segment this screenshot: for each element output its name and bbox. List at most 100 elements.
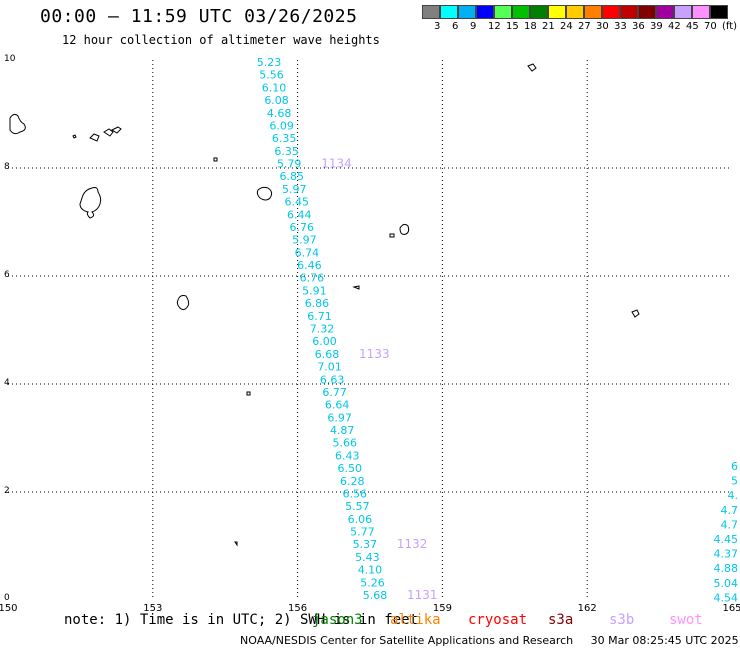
legend-label: 9	[470, 21, 477, 32]
island-outline	[72, 134, 77, 139]
legend-swatch	[566, 5, 584, 19]
legend-swatch	[674, 5, 692, 19]
swh-value: 4.7	[721, 518, 739, 531]
legend-swatch	[602, 5, 620, 19]
legend-swatch	[476, 5, 494, 19]
swh-value: 6.68	[315, 348, 340, 361]
swh-value: 5.23	[257, 56, 282, 69]
swh-value: 6.85	[279, 170, 304, 183]
pass-number: 1134	[321, 157, 352, 171]
satellite-jason3: jason3	[312, 612, 363, 628]
swh-value: 7.32	[310, 323, 335, 336]
island-outlines	[9, 63, 640, 547]
swh-value: 6.50	[338, 462, 363, 475]
map-title: 00:00 – 11:59 UTC 03/26/2025	[40, 6, 358, 27]
swh-value: 6.77	[322, 386, 347, 399]
legend-swatch	[710, 5, 728, 19]
swh-value: 6.64	[325, 399, 350, 412]
legend-swatch	[584, 5, 602, 19]
legend-label: 42	[668, 21, 681, 32]
legend-swatch	[656, 5, 674, 19]
legend-label: 24	[560, 21, 573, 32]
credit-line: NOAA/NESDIS Center for Satellite Applica…	[240, 634, 739, 647]
swh-value: 6.35	[274, 145, 299, 158]
y-tick-label: 2	[4, 486, 10, 496]
swh-value: 6.97	[327, 411, 352, 424]
satellite-cryosat: cryosat	[468, 612, 528, 628]
y-tick-label: 8	[4, 162, 10, 172]
credit-text: NOAA/NESDIS Center for Satellite Applica…	[240, 634, 574, 647]
island-outline	[9, 113, 26, 135]
y-tick-label: 10	[4, 54, 16, 64]
x-tick-label: 162	[578, 603, 597, 614]
satellite-s3b: s3b	[609, 612, 635, 628]
swh-value: 6.35	[272, 132, 297, 145]
legend-label: 6	[452, 21, 459, 32]
swh-value: 7.01	[317, 361, 342, 374]
generated-timestamp: 30 Mar 08:25:45 UTC 2025	[590, 634, 739, 647]
satellite-altika: altika	[390, 612, 441, 628]
island-outline	[89, 133, 100, 142]
island-outline	[246, 391, 251, 396]
island-outline	[399, 223, 410, 235]
swh-value: 4.7	[721, 504, 739, 517]
swh-value: 6.43	[335, 449, 360, 462]
legend-swatch	[620, 5, 638, 19]
swh-value: 6	[731, 460, 738, 473]
swh-value: 6.06	[348, 513, 373, 526]
satellite-swot: swot	[669, 612, 703, 628]
legend-label: 33	[614, 21, 627, 32]
footnote: note: 1) Time is in UTC; 2) SWH is in fe…	[64, 612, 419, 628]
legend-swatch	[692, 5, 710, 19]
y-tick-label: 4	[4, 378, 10, 388]
island-outline	[631, 309, 640, 318]
swh-value: 5.97	[282, 183, 307, 196]
x-tick-label: 159	[433, 603, 452, 614]
swh-value: 5.26	[360, 576, 385, 589]
swh-value: 5.97	[292, 234, 317, 247]
swh-value: 4.45	[714, 533, 739, 546]
swh-value: 6.63	[320, 373, 345, 386]
map-subtitle: 12 hour collection of altimeter wave hei…	[62, 33, 380, 47]
grid-lines	[8, 60, 732, 600]
swh-value: 5.37	[353, 538, 378, 551]
swh-value: 5.68	[363, 589, 388, 602]
swh-value: 5.56	[259, 69, 284, 82]
swh-value: 5.91	[302, 284, 327, 297]
swh-value: 6.86	[305, 297, 330, 310]
island-outline	[256, 186, 273, 201]
legend-swatch	[458, 5, 476, 19]
swh-value: 5.77	[350, 526, 375, 539]
island-outline	[213, 157, 218, 162]
island-outline	[176, 295, 190, 311]
swh-value: 4.68	[267, 107, 292, 120]
swh-value: 6.45	[285, 196, 310, 209]
swh-value: 6.56	[343, 487, 368, 500]
legend-label: 36	[632, 21, 645, 32]
swh-value: 4.54	[714, 591, 739, 604]
x-tick-label: 165	[722, 603, 740, 614]
x-tick-label: 150	[0, 603, 18, 614]
legend-label: 27	[578, 21, 591, 32]
swh-value: 4.10	[358, 564, 383, 577]
legend-label: 12	[488, 21, 501, 32]
swh-value: 5.66	[332, 437, 357, 450]
swh-value: 6.76	[290, 221, 315, 234]
swh-value: 6.09	[269, 119, 294, 132]
legend-swatch	[422, 5, 440, 19]
legend-label: 18	[524, 21, 537, 32]
legend-label: 15	[506, 21, 519, 32]
swh-value: 5.79	[277, 158, 302, 171]
swh-value: 4.88	[714, 562, 739, 575]
pass-number: 1133	[359, 347, 390, 361]
legend-label: 70	[704, 21, 717, 32]
x-tick-label: 156	[288, 603, 307, 614]
legend-label: 21	[542, 21, 555, 32]
island-outline	[352, 285, 360, 290]
legend-swatch	[530, 5, 548, 19]
x-tick-label: 153	[143, 603, 162, 614]
swh-value: 4.37	[714, 548, 739, 561]
swh-value: 6.00	[312, 335, 337, 348]
pass-number: 1132	[397, 537, 428, 551]
